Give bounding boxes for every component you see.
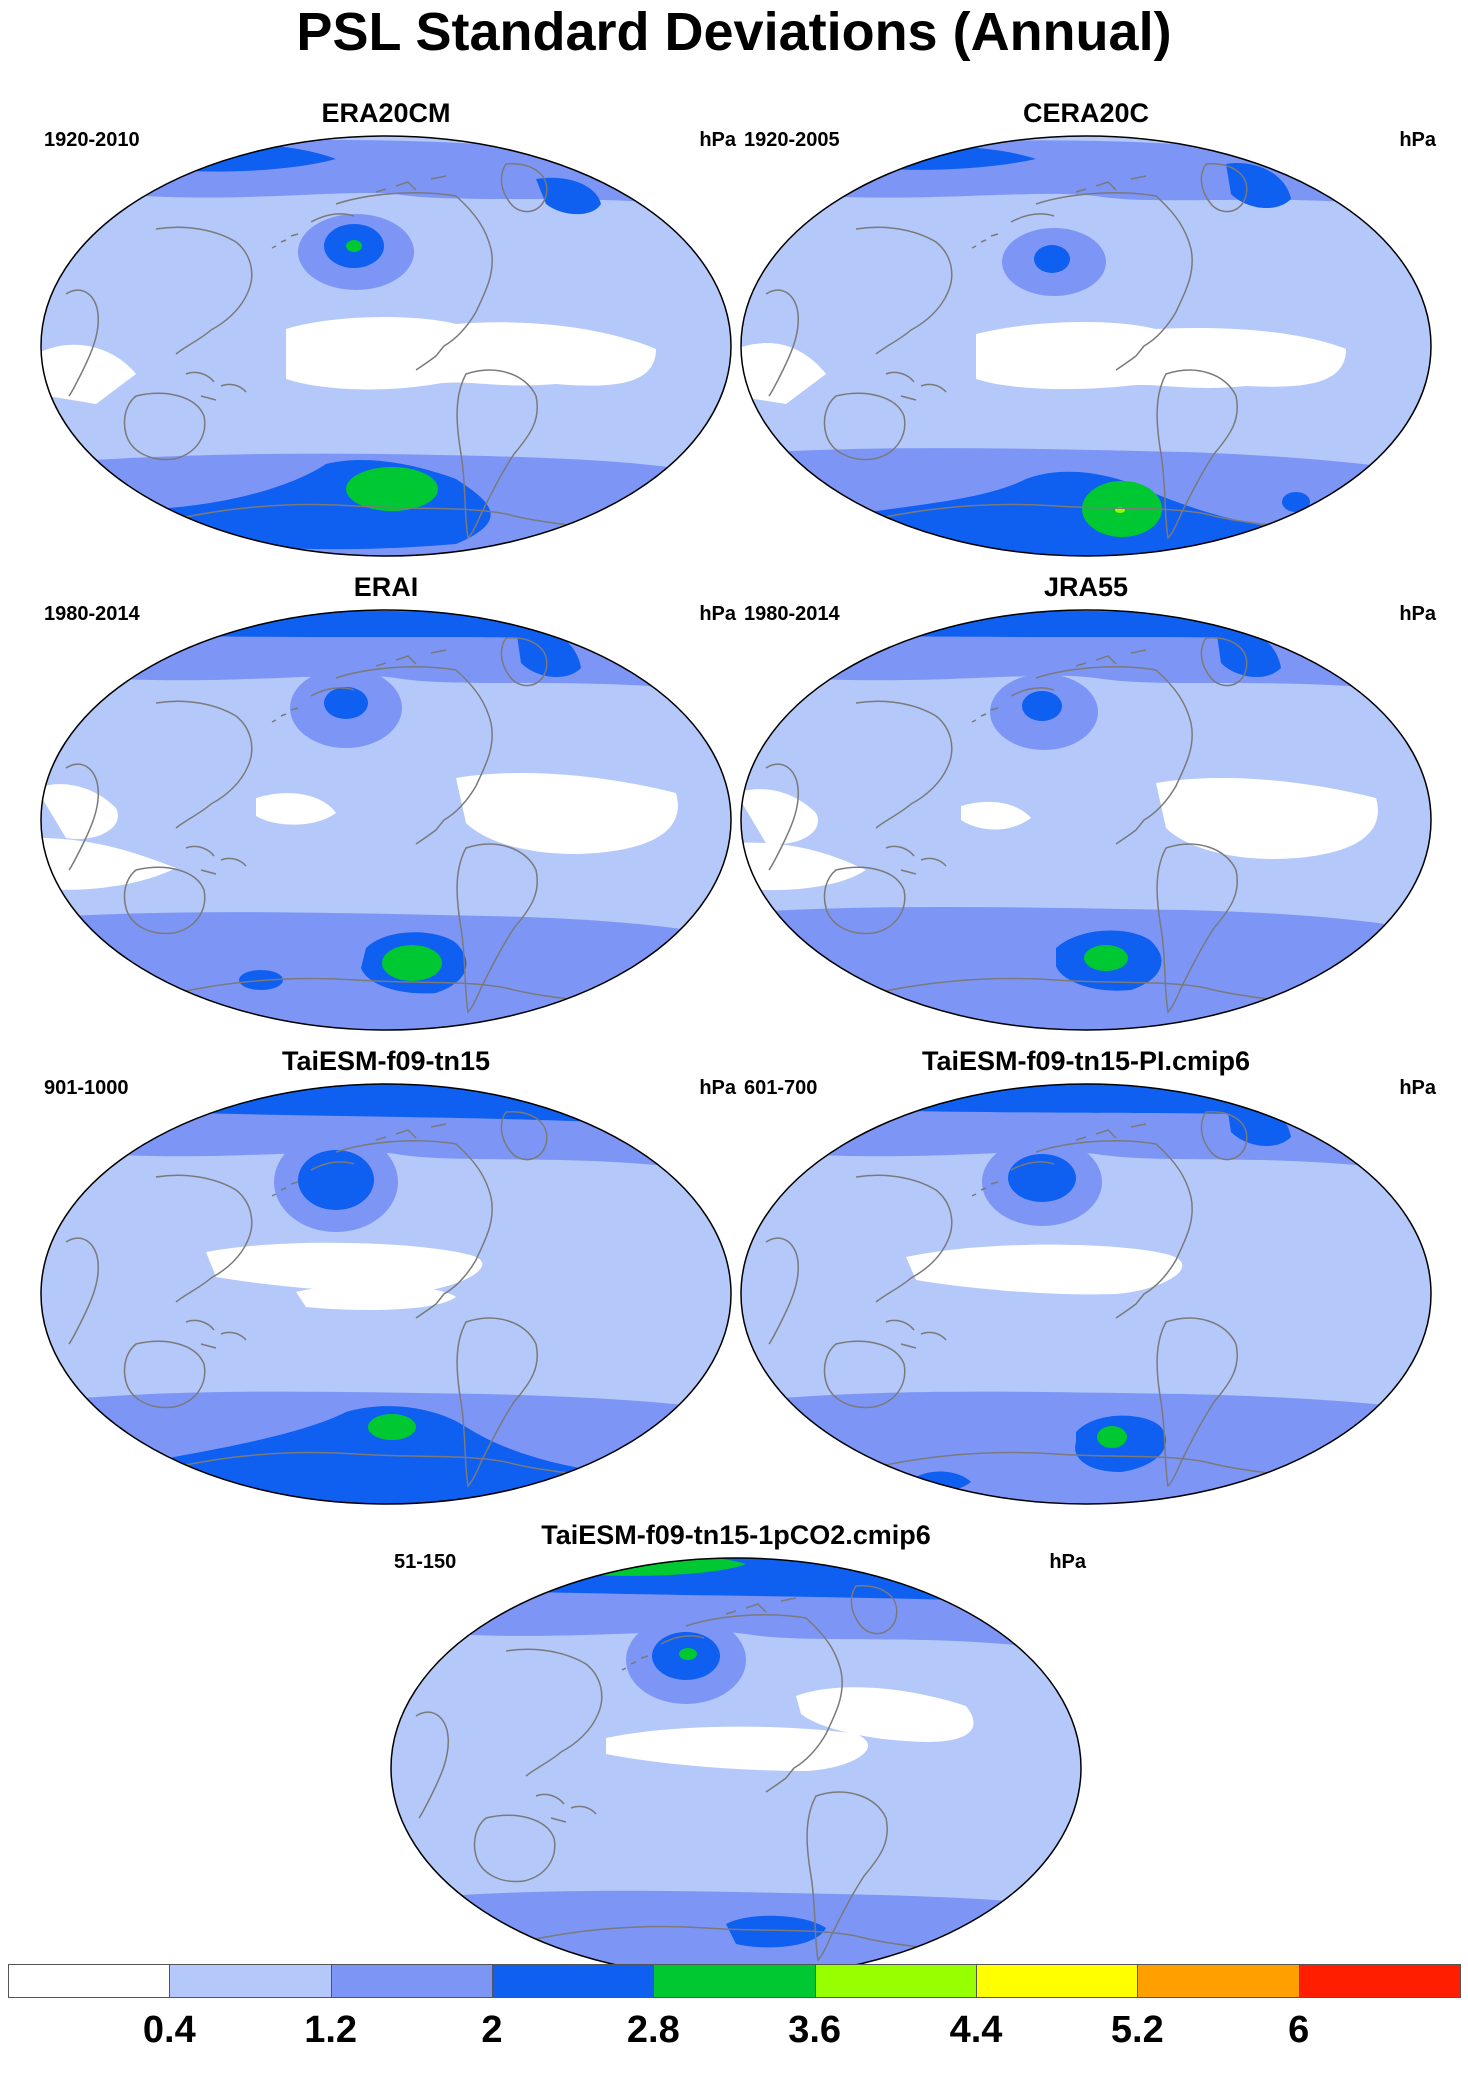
- panel-period: 1980-2014: [744, 603, 840, 625]
- colorbar-swatch: [653, 1964, 816, 1998]
- colorbar-swatch: [169, 1964, 332, 1998]
- colorbar-swatch: [814, 1964, 977, 1998]
- panel-units: hPa: [699, 603, 736, 625]
- map-taiesm-1pco2: [390, 1557, 1082, 1979]
- panel-period: 1920-2005: [744, 129, 840, 151]
- panel-title: ERA20CM: [321, 98, 451, 128]
- colorbar-swatch: [1137, 1964, 1300, 1998]
- panel-taiesm-1pco2: TaiESM-f09-tn15-1pCO2.cmip6 51-150 hPa: [386, 1520, 1086, 1980]
- colorbar: 0.4 1.2 2 2.8 3.6 4.4 5.2 6: [8, 1964, 1461, 2074]
- panel-units: hPa: [1399, 603, 1436, 625]
- panel-period: 1920-2010: [44, 129, 140, 151]
- panel-units: hPa: [1399, 129, 1436, 151]
- colorbar-tick-label: 2: [481, 2009, 503, 2051]
- panel-period: 1980-2014: [44, 603, 140, 625]
- panel-title: TaiESM-f09-tn15: [281, 1046, 491, 1076]
- panel-taiesm-pi: TaiESM-f09-tn15-PI.cmip6 601-700 hPa: [736, 1046, 1436, 1506]
- colorbar-tick-label: 2.8: [626, 2009, 680, 2051]
- panel-era20cm: ERA20CM 1920-2010 hPa: [36, 98, 736, 558]
- panel-units: hPa: [1399, 1077, 1436, 1099]
- panel-taiesm: TaiESM-f09-tn15 901-1000 hPa: [36, 1046, 736, 1506]
- panel-cera20c: CERA20C 1920-2005 hPa: [736, 98, 1436, 558]
- figure-title: PSL Standard Deviations (Annual): [296, 2, 1172, 62]
- colorbar-tick-label: 5.2: [1110, 2009, 1164, 2051]
- panel-units: hPa: [699, 129, 736, 151]
- colorbar-tick-label: 0.4: [142, 2009, 196, 2051]
- map-cera20c: [740, 135, 1432, 557]
- colorbar-swatch: [492, 1964, 655, 1998]
- panel-title: JRA55: [1043, 572, 1129, 602]
- map-jra55: [740, 609, 1432, 1031]
- map-era20cm: [40, 135, 732, 557]
- panel-jra55: JRA55 1980-2014 hPa: [736, 572, 1436, 1032]
- map-taiesm: [40, 1083, 732, 1505]
- colorbar-swatch: [330, 1964, 493, 1998]
- panel-title: ERAI: [353, 572, 419, 602]
- colorbar-tick-label: 6: [1288, 2009, 1310, 2051]
- colorbar-tick-label: 3.6: [788, 2009, 842, 2051]
- map-erai: [40, 609, 732, 1031]
- panel-erai: ERAI 1980-2014 hPa: [36, 572, 736, 1032]
- panel-units: hPa: [1049, 1551, 1086, 1573]
- panel-title: TaiESM-f09-tn15-1pCO2.cmip6: [541, 1520, 931, 1550]
- colorbar-swatch: [1298, 1964, 1461, 1998]
- panel-title: CERA20C: [1022, 98, 1150, 128]
- colorbar-tick-label: 1.2: [304, 2009, 358, 2051]
- colorbar-swatch: [976, 1964, 1139, 1998]
- panel-period: 601-700: [744, 1077, 818, 1099]
- map-taiesm-pi: [740, 1083, 1432, 1505]
- colorbar-tick-label: 4.4: [949, 2009, 1003, 2051]
- colorbar-swatch: [8, 1964, 171, 1998]
- panel-period: 901-1000: [44, 1077, 129, 1099]
- panel-period: 51-150: [394, 1551, 457, 1573]
- panel-title: TaiESM-f09-tn15-PI.cmip6: [921, 1046, 1251, 1076]
- panel-units: hPa: [699, 1077, 736, 1099]
